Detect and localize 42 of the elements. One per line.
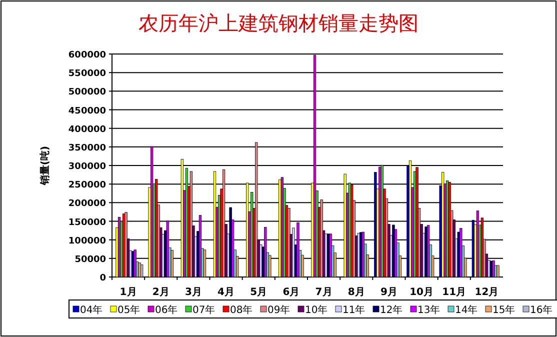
y-tick-label: 0 — [100, 274, 106, 284]
legend-label: 14年 — [455, 304, 478, 316]
y-tick-label: 450000 — [68, 106, 106, 116]
x-tick-label: 5月 — [250, 287, 268, 298]
x-tick-label: 9月 — [380, 287, 398, 298]
y-tick-label: 300000 — [68, 162, 106, 172]
x-tick-label: 4月 — [218, 287, 235, 298]
chart-title: 农历年沪上建筑钢材销量走势图 — [138, 12, 418, 35]
x-tick-label: 6月 — [282, 287, 300, 298]
y-tick-label: 350000 — [68, 143, 106, 154]
x-tick-label: 11月 — [442, 287, 466, 298]
legend-label: 07年 — [192, 304, 216, 316]
x-tick-label: 12月 — [474, 287, 499, 298]
y-tick-label: 400000 — [68, 124, 106, 135]
legend-label: 11年 — [342, 304, 366, 316]
legend-label: 08年 — [230, 304, 253, 316]
legend-label: 12年 — [380, 304, 403, 316]
legend-label: 16年 — [530, 304, 553, 316]
bar — [324, 234, 328, 278]
x-tick-label: 2月 — [152, 287, 170, 298]
y-tick-label: 550000 — [68, 69, 106, 80]
legend-label: 13年 — [418, 304, 440, 316]
y-tick-label: 500000 — [68, 88, 106, 98]
x-tick-label: 3月 — [184, 287, 202, 298]
legend-label: 15年 — [492, 304, 516, 316]
y-tick-label: 100000 — [68, 236, 106, 246]
legend-label: 05年 — [118, 304, 140, 316]
x-tick-label: 1月 — [120, 287, 137, 298]
legend-label: 06年 — [155, 304, 178, 316]
x-tick-label: 10月 — [410, 287, 434, 298]
legend-label: 09年 — [268, 304, 290, 316]
legend-label: 10年 — [305, 304, 328, 316]
y-tick-label: 50000 — [74, 254, 106, 265]
y-tick-label: 250000 — [68, 180, 106, 191]
y-tick-label: 600000 — [68, 50, 106, 60]
bar — [496, 265, 500, 278]
y-tick-label: 150000 — [68, 218, 106, 228]
x-tick-label: 8月 — [348, 287, 365, 298]
y-tick-label: 200000 — [68, 199, 106, 210]
legend-label: 04年 — [80, 304, 103, 316]
x-tick-label: 7月 — [315, 287, 332, 298]
y-axis-title: 销量(吨) — [39, 146, 51, 186]
